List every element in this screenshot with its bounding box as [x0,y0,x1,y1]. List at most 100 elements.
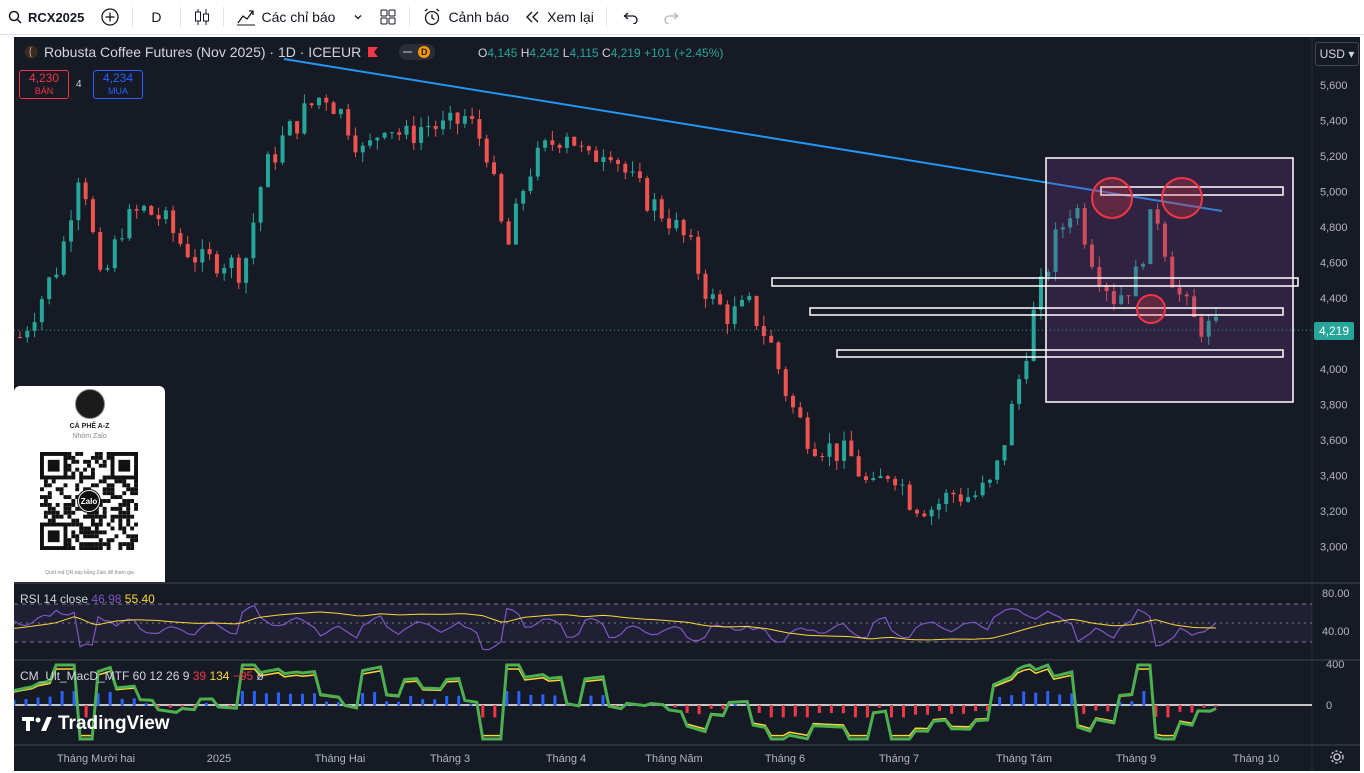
replay-button[interactable]: Xem lại [517,0,602,34]
qr-module [71,518,76,523]
qr-module [106,538,111,543]
qr-module [102,491,107,496]
candle-body [127,209,132,239]
qr-module [90,467,95,472]
rsi-value: 46.98 [91,592,122,606]
candle-body [1133,266,1138,297]
macd-histogram-bar [84,705,88,718]
qr-module [98,522,103,527]
candle-body [360,145,365,153]
close-key: C [601,46,611,60]
qr-module [83,534,88,539]
interval-button[interactable]: D [137,0,175,34]
macd-histogram-bar [252,691,256,706]
macd-histogram-bar [60,691,64,706]
qr-module [55,502,60,507]
sell-button[interactable]: 4,230 BÁN [19,70,69,99]
qr-module [130,491,135,496]
flag-icon[interactable] [367,46,379,58]
qr-module [94,510,99,515]
chart-canvas[interactable]: 5,6005,4005,2005,0004,8004,6004,4004,200… [14,37,1360,771]
compare-button[interactable] [92,0,128,34]
zalo-footer: Quét mã QR này bằng Zalo để tham gia [45,570,134,576]
macd-histogram-bar [962,705,966,714]
candle-body [1111,291,1116,305]
macd-histogram-bar [192,705,196,708]
qr-module [79,542,84,547]
candle-body [1009,403,1014,446]
candle-body [805,417,810,450]
candle-body [521,191,526,204]
qr-module [130,487,135,492]
currency-label: USD [1319,47,1345,61]
qr-module [67,514,72,519]
macd-histogram-bar [493,705,497,718]
qr-module [110,495,115,500]
candle-body [112,239,117,269]
qr-module [43,479,48,484]
close-value: 4,219 [610,46,641,60]
chart-type-button[interactable] [185,0,219,34]
candle-body [688,235,693,237]
macd-histogram-bar [589,695,593,706]
qr-module [47,502,52,507]
price-axis-label: 4,600 [1320,258,1348,270]
qr-module [90,518,95,523]
qr-module [67,546,72,550]
qr-module [40,487,44,492]
candle-body [922,513,927,517]
qr-module [118,518,123,523]
alert-button[interactable]: Cảnh báo [414,0,517,34]
qr-module [110,538,115,543]
redo-button[interactable] [651,0,691,34]
qr-finder-core [118,459,131,472]
candle-body [878,476,883,479]
macd-histogram-bar [1022,691,1026,706]
qr-module [87,546,91,550]
qr-module [75,487,80,492]
qr-module [67,538,72,543]
qr-module [43,495,48,500]
candle-body [557,144,562,148]
chart-area[interactable]: 5,6005,4005,2005,0004,8004,6004,4004,200… [14,37,1360,771]
rsi-label: RSI 14 close [20,592,89,606]
qr-module [102,487,107,492]
pattern-circle [1091,177,1133,219]
qr-module [102,475,107,480]
undo-button[interactable] [611,0,651,34]
last-price-tag: 4,219 [1314,322,1354,340]
macd-legend: CM_Ult_MacD_MTF 60 12 26 9 39 134 −95 ø [20,669,264,683]
qr-module [118,546,123,550]
candle-body [207,249,212,255]
qr-module [110,487,115,492]
macd-value-4: ø [256,669,264,683]
candle-body [156,214,161,220]
candle-body [338,109,343,115]
qr-module [90,455,95,460]
pattern-circle [1136,294,1166,324]
chevron-down-icon[interactable] [353,12,363,22]
candle-body [812,449,817,456]
qr-module [118,495,123,500]
candle-body [375,137,380,141]
settings-gear-icon[interactable] [1329,749,1345,765]
qr-module [71,502,76,507]
indicators-button[interactable]: Các chỉ báo [228,0,372,34]
symbol-search[interactable]: RCX2025 [0,0,92,34]
qr-module [110,506,115,511]
tradingview-logo[interactable]: TradingView [22,713,170,735]
qr-module [71,475,76,480]
qr-module [94,455,99,460]
buy-price: 4,234 [102,71,134,85]
buy-button[interactable]: 4,234 MUA [93,70,143,99]
group-name: CÀ PHÊ A-Z [69,423,110,430]
macd-histogram-bar [421,699,425,706]
qr-module [59,487,64,492]
currency-selector[interactable]: USD ▾ [1315,42,1359,66]
macd-histogram-bar [14,699,16,706]
time-axis-label: Tháng 9 [1116,753,1156,765]
time-axis-label: Tháng Năm [645,753,702,765]
layouts-button[interactable] [371,0,405,34]
candle-body [141,205,146,211]
market-status-toggle[interactable]: D [399,44,436,60]
